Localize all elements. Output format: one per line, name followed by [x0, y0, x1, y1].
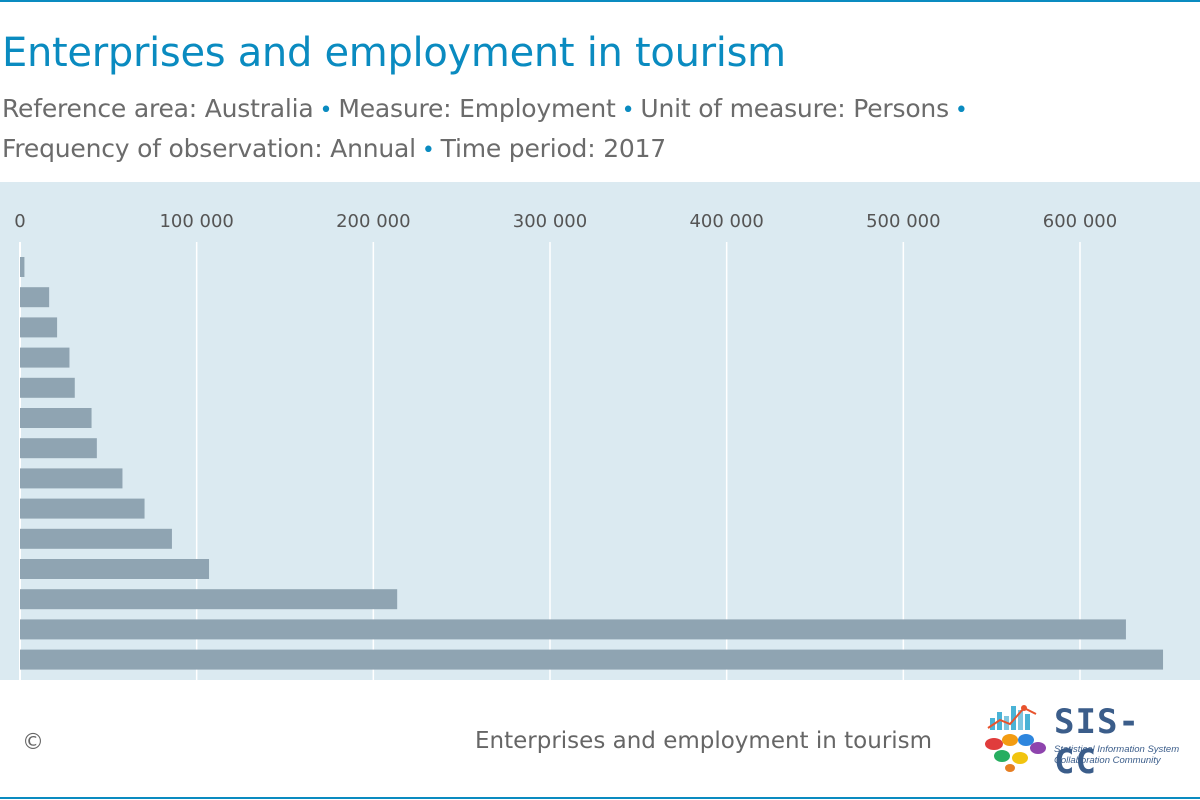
x-tick-label: 200 000: [336, 211, 410, 232]
bar: [20, 347, 70, 368]
sis-cc-logo: SIS-CC Statistical Information System Co…: [980, 700, 1180, 782]
sis-cc-logo-mark: [985, 705, 1046, 772]
bar: [20, 589, 398, 610]
bottom-rule: [0, 797, 1200, 799]
chart-subtitle: Reference area: Australia • Measure: Emplo…: [2, 90, 1198, 170]
bar: [20, 408, 92, 428]
subtitle-separator: •: [954, 98, 968, 123]
x-tick-label: 500 000: [866, 211, 940, 232]
subtitle-unit: Unit of measure: Persons: [640, 94, 949, 123]
logo-subtitle-line: Collaboration Community: [1054, 755, 1161, 766]
x-tick-label: 100 000: [159, 211, 233, 232]
footer-title: Enterprises and employment in tourism: [475, 728, 933, 754]
subtitle-reference-area: Reference area: Australia: [2, 94, 314, 123]
logo-subtitle-line: Statistical Information System: [1054, 744, 1180, 755]
bar: [20, 287, 50, 308]
subtitle-separator: •: [621, 98, 635, 123]
x-tick-label: 300 000: [513, 211, 587, 232]
bar-chart: 0 100 000 200 000 300 000 400 000 500 000 600 …: [0, 182, 1200, 680]
copyright-symbol: ©: [22, 730, 44, 755]
bar: [20, 257, 25, 277]
x-tick-label: 400 000: [689, 211, 763, 232]
subtitle-separator: •: [421, 138, 435, 163]
x-tick-label: 0: [14, 211, 25, 232]
bar: [20, 528, 172, 549]
bar: [20, 438, 97, 459]
subtitle-measure: Measure: Employment: [338, 94, 616, 123]
logo-subtitle: Statistical Information System Collabora…: [1054, 744, 1179, 766]
bar: [20, 377, 75, 398]
chart-title: Enterprises and employment in tourism: [2, 30, 786, 76]
bar: [20, 468, 123, 489]
top-rule: [0, 0, 1200, 2]
bar: [20, 559, 210, 579]
bar: [20, 649, 1164, 670]
subtitle-separator: •: [319, 98, 333, 123]
bar: [20, 317, 58, 338]
bar: [20, 619, 1126, 640]
x-tick-label: 600 000: [1043, 211, 1117, 232]
bar: [20, 498, 145, 519]
subtitle-frequency: Frequency of observation: Annual: [2, 134, 416, 163]
subtitle-time-period: Time period: 2017: [440, 134, 667, 163]
logo-text: SIS-CC: [1054, 702, 1140, 782]
